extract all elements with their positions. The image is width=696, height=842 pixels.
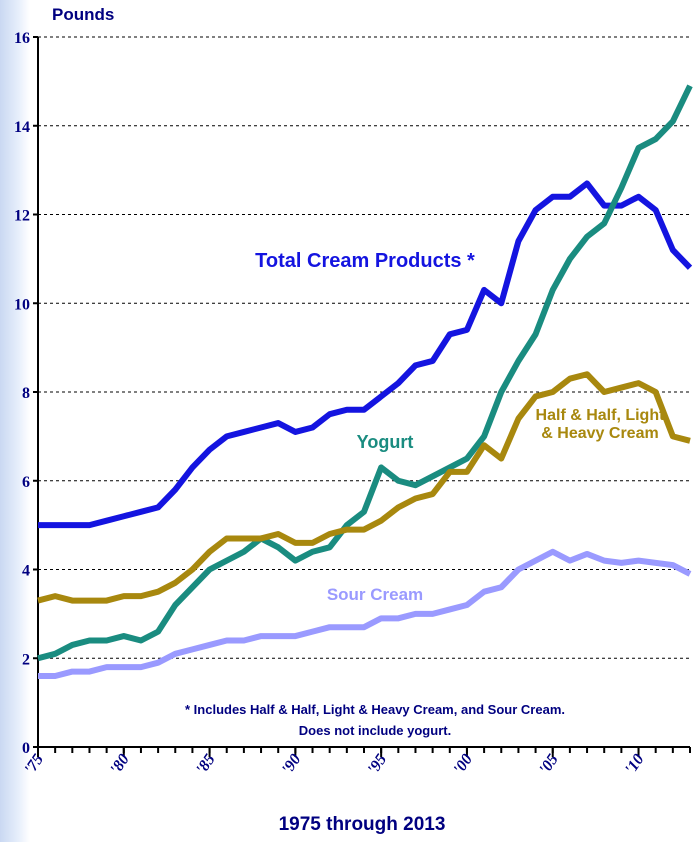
- series-line: [38, 548, 692, 679]
- x-axis-label: 1975 through 2013: [279, 814, 446, 835]
- series-line: [37, 371, 691, 604]
- y-tick-label: 12: [14, 208, 30, 225]
- x-tick-label: '80: [107, 751, 133, 778]
- y-tick-label: 10: [14, 296, 30, 313]
- x-tick-label: '85: [193, 751, 219, 778]
- y-tick-label: 16: [14, 30, 30, 47]
- x-tick-label: '90: [279, 751, 305, 778]
- y-tick-label: 14: [14, 119, 30, 136]
- footnote: Does not include yogurt.: [299, 723, 451, 738]
- series-label: Total Cream Products *: [255, 250, 475, 272]
- x-tick-label: '95: [365, 751, 391, 778]
- series-line: [37, 84, 693, 662]
- x-tick-label: '00: [450, 751, 476, 778]
- series-label: Sour Cream: [326, 585, 424, 604]
- series-label: Half & Half, Light & Heavy Cream: [535, 407, 665, 442]
- footnote: * Includes Half & Half, Light & Heavy Cr…: [185, 702, 565, 717]
- y-tick-label: 0: [22, 740, 30, 757]
- y-tick-label: 8: [22, 385, 30, 402]
- y-tick-label: 2: [22, 651, 30, 668]
- y-tick-label: 6: [22, 474, 30, 491]
- series-label: Yogurt: [356, 432, 414, 452]
- x-tick-label: '10: [622, 751, 648, 778]
- y-axis-label: Pounds: [52, 5, 114, 24]
- y-tick-label: 4: [22, 563, 30, 580]
- series-line: [38, 180, 693, 529]
- x-tick-label: '05: [536, 751, 562, 778]
